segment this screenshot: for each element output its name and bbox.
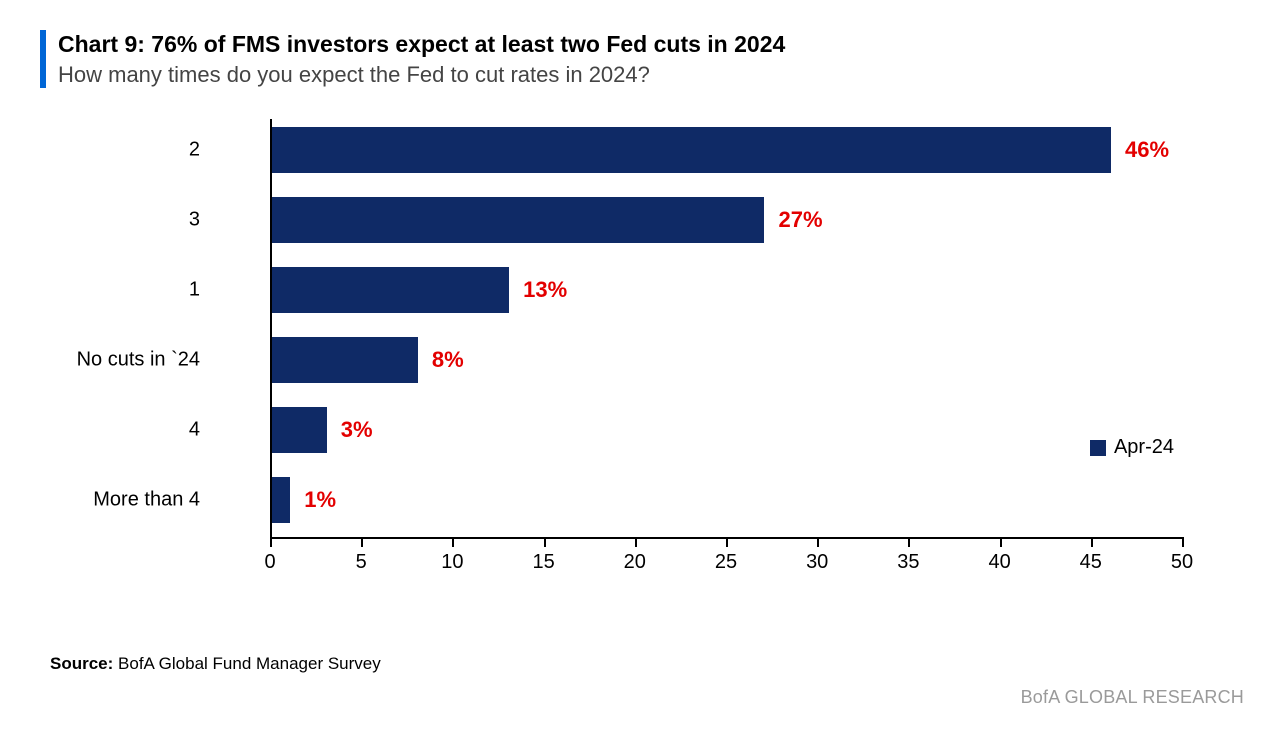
category-label: 4 [189,419,200,442]
bar-row: 13% [272,267,567,313]
bar [272,127,1111,173]
legend-label: Apr-24 [1114,436,1174,459]
legend: Apr-24 [1090,436,1174,459]
x-tick [817,539,819,547]
accent-bar [40,30,46,88]
x-tick [544,539,546,547]
bar [272,337,418,383]
category-label: 2 [189,139,200,162]
x-tick-label: 0 [264,551,275,574]
title-block: Chart 9: 76% of FMS investors expect at … [58,30,1244,89]
bar-row: 46% [272,127,1169,173]
x-tick [635,539,637,547]
source-text: BofA Global Fund Manager Survey [118,654,381,673]
bar-value-label: 3% [341,417,373,443]
category-label: More than 4 [93,489,200,512]
x-tick-label: 40 [988,551,1010,574]
x-tick [361,539,363,547]
x-tick [1091,539,1093,547]
bar-value-label: 13% [523,277,567,303]
bar-row: 27% [272,197,823,243]
category-label: 1 [189,279,200,302]
bar-row: 8% [272,337,464,383]
x-tick-label: 5 [356,551,367,574]
source-prefix: Source: [50,654,113,673]
x-tick-label: 45 [1080,551,1102,574]
chart-area: Apr-24 46%227%313%18%No cuts in `243%41%… [210,119,1184,589]
x-tick-label: 50 [1171,551,1193,574]
category-label: 3 [189,209,200,232]
bar-row: 1% [272,477,336,523]
bar-value-label: 1% [304,487,336,513]
x-tick-label: 35 [897,551,919,574]
x-tick [1000,539,1002,547]
category-label: No cuts in `24 [77,349,200,372]
x-tick [726,539,728,547]
x-tick [1182,539,1184,547]
bar [272,407,327,453]
chart-subtitle: How many times do you expect the Fed to … [58,61,1244,90]
x-tick-label: 25 [715,551,737,574]
x-tick [908,539,910,547]
source: Source: BofA Global Fund Manager Survey [50,654,381,674]
brand: BofA GLOBAL RESEARCH [1021,687,1244,708]
bar-row: 3% [272,407,373,453]
plot: Apr-24 46%227%313%18%No cuts in `243%41%… [270,119,1184,539]
bar-value-label: 46% [1125,137,1169,163]
bar-value-label: 8% [432,347,464,373]
x-tick [452,539,454,547]
x-tick [270,539,272,547]
chart-title: Chart 9: 76% of FMS investors expect at … [58,30,1244,59]
bar [272,267,509,313]
legend-swatch [1090,440,1106,456]
bar [272,197,764,243]
x-tick-label: 20 [624,551,646,574]
bar [272,477,290,523]
bar-value-label: 27% [778,207,822,233]
y-axis [270,119,272,539]
chart-header: Chart 9: 76% of FMS investors expect at … [40,30,1244,89]
x-tick-label: 30 [806,551,828,574]
x-tick-label: 10 [441,551,463,574]
x-tick-label: 15 [532,551,554,574]
